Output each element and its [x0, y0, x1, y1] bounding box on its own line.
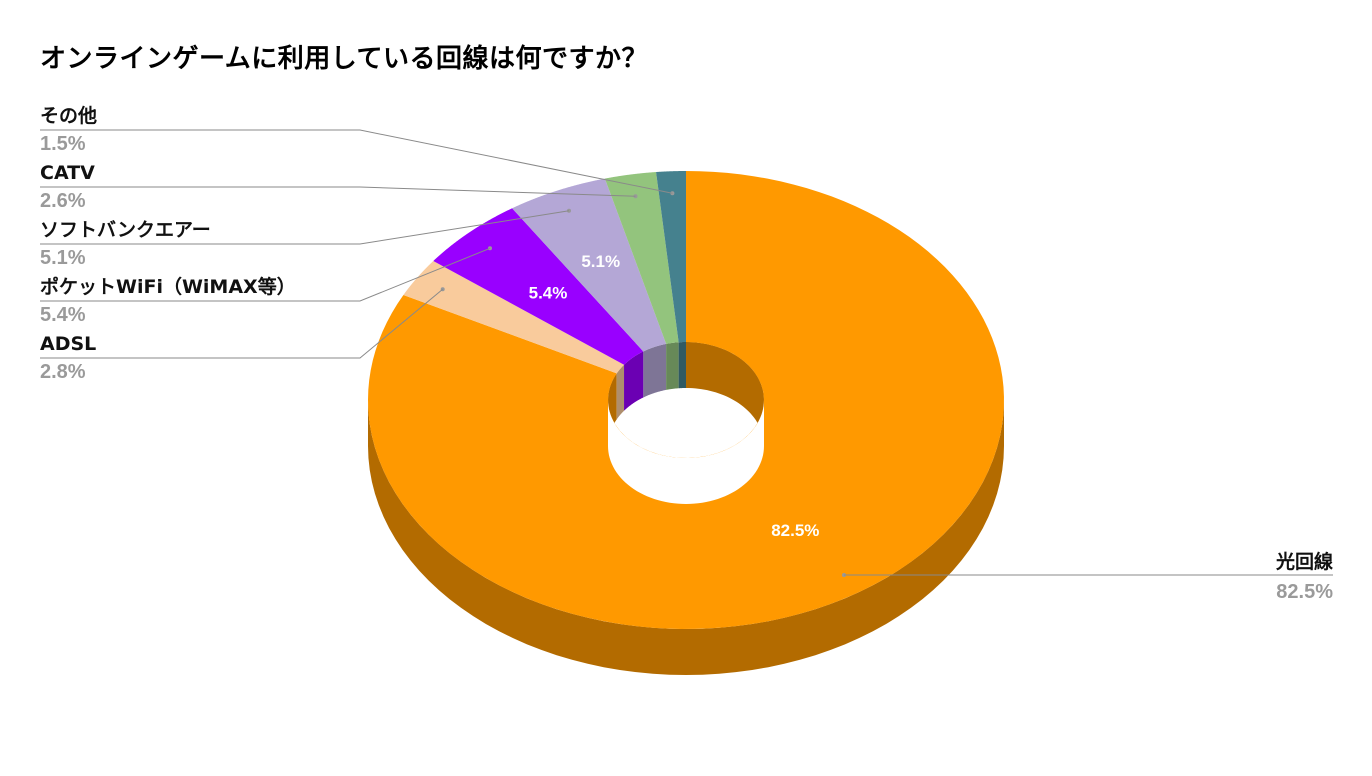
donut-hole-walls: [608, 342, 764, 446]
donut-hole-floor: [608, 400, 764, 504]
slice-item-legend-name: ソフトバンクエアー: [40, 219, 211, 241]
slice-item-data-label: 5.1%: [581, 252, 620, 271]
slice-wifiwimax-legend-name: ポケットWiFi（WiMAX等）: [40, 275, 296, 298]
main-legend-value: 82.5%: [1276, 581, 1333, 603]
slice-item-top: [656, 171, 686, 343]
donut-callouts: 82.5% 5.4% 5.1% その他 1.5% CATV 2.6% ソフトバンクエアー 5.1…: [40, 104, 1333, 603]
slice-catv-callout-line: [40, 186, 636, 197]
slice-item-side: [368, 400, 1004, 675]
slice-item-callout-line: [40, 129, 673, 194]
slice-item-legend-value: 5.1%: [40, 247, 86, 269]
slice-wifiwimax-legend-value: 5.4%: [40, 304, 86, 326]
slice-wifiwimax-data-label: 5.4%: [529, 283, 568, 302]
chart-title: オンラインゲームに利用している回線は何ですか？: [40, 44, 648, 74]
slice-item-inner-wall-1: [686, 342, 764, 446]
slice-catv-legend-value: 2.6%: [40, 190, 86, 212]
slice-item-inner-wall-0: [643, 343, 667, 398]
slice-adsl-legend-name: ADSL: [40, 333, 96, 355]
slice-item-top: [368, 171, 1004, 629]
slice-adsl-top: [403, 260, 625, 374]
slice-adsl-inner-wall-0: [616, 364, 625, 420]
slice-catv-top: [604, 172, 679, 344]
slice-wifiwimax-callout-line: [40, 247, 491, 302]
slice-item-legend-name: その他: [40, 104, 97, 127]
slice-adsl-legend-value: 2.8%: [40, 361, 86, 383]
slice-item-inner-wall-0: [678, 342, 686, 389]
slice-adsl-callout-line: [40, 288, 444, 359]
slice-wifiwimax-top: [433, 208, 644, 365]
slice-item-callout-line: [40, 210, 570, 245]
donut-sides: [368, 400, 1004, 675]
slice-wifiwimax-inner-wall-0: [624, 351, 644, 411]
slice-catv-inner-wall-0: [666, 342, 679, 390]
slice-item-legend-value: 1.5%: [40, 133, 86, 155]
main-legend-name: 光回線: [1275, 550, 1333, 573]
slice-item-top: [512, 178, 667, 352]
slice-catv-legend-name: CATV: [40, 162, 95, 184]
slice-item-data-label: 82.5%: [771, 521, 819, 540]
donut-top: [368, 171, 1004, 629]
